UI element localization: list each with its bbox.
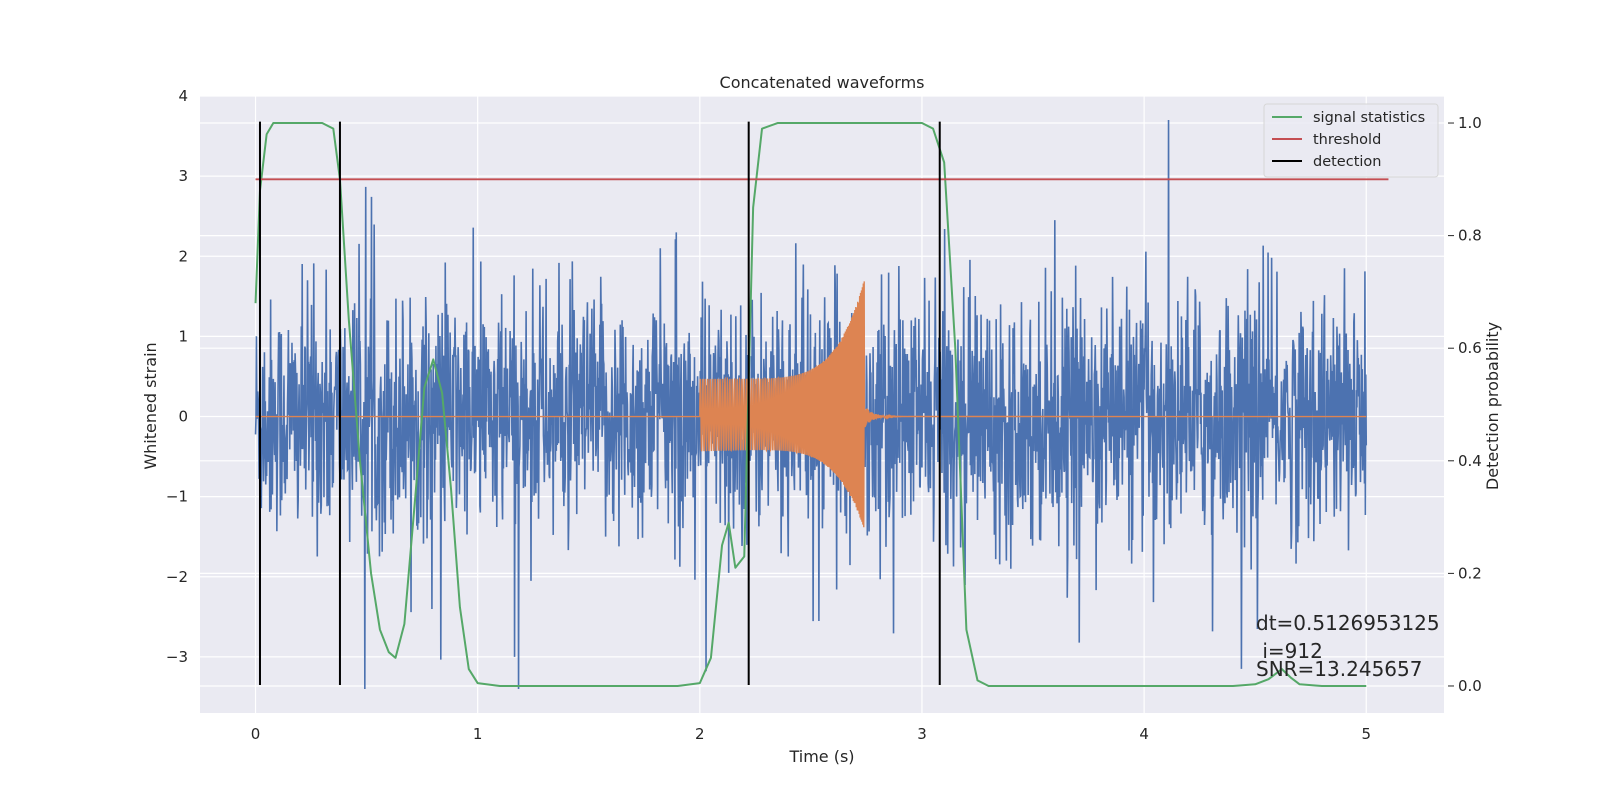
- y-tick-label: 1: [178, 327, 188, 345]
- y-tick-label: −2: [166, 568, 188, 586]
- y2-tick-label: 0.2: [1458, 564, 1482, 582]
- waveform-line: [255, 281, 1367, 528]
- y2-ticks: 0.0 0.2 0.4 0.6 0.8 1.0: [1448, 114, 1482, 695]
- waveform-series: [255, 281, 1367, 528]
- x-tick-label: 1: [473, 725, 483, 743]
- y-tick-label: 2: [178, 247, 188, 265]
- signal-statistics-line: [254, 122, 1367, 687]
- annotation-snr: SNR=13.245657: [1256, 657, 1422, 681]
- y-tick-label: 0: [178, 408, 188, 426]
- y-axis-label: Whitened strain: [141, 342, 160, 469]
- y-ticks: −3 −2 −1 0 1 2 3 4: [166, 87, 188, 666]
- y2-tick-label: 0.6: [1458, 339, 1482, 357]
- annotation-index: i=912: [1256, 639, 1323, 663]
- x-tick-label: 3: [917, 725, 927, 743]
- annotation: dt=0.5126953125 i=912 SNR=13.245657: [1256, 611, 1440, 681]
- x-tick-label: 4: [1139, 725, 1149, 743]
- legend: signal statistics threshold detection: [1263, 103, 1439, 178]
- strain-line: [254, 120, 1368, 689]
- detection-lines: [258, 121, 941, 685]
- legend-label-detection: detection: [1313, 154, 1381, 170]
- x-ticks: 0 1 2 3 4 5: [251, 725, 1371, 743]
- y-tick-label: −3: [166, 648, 188, 666]
- y2-tick-label: 0.4: [1458, 452, 1482, 470]
- legend-label-threshold: threshold: [1313, 132, 1381, 148]
- x-axis-label: Time (s): [788, 747, 854, 766]
- y2-tick-label: 0.0: [1458, 677, 1482, 695]
- y-tick-label: 3: [178, 167, 188, 185]
- signal-statistics-series: [254, 122, 1367, 687]
- x-tick-label: 2: [695, 725, 705, 743]
- chart-title: Concatenated waveforms: [720, 73, 925, 92]
- y-tick-label: 4: [178, 87, 188, 105]
- annotation-dt: dt=0.5126953125: [1256, 611, 1440, 635]
- y2-axis-label: Detection probability: [1483, 322, 1502, 490]
- legend-frame: [1263, 103, 1439, 178]
- y-tick-label: −1: [166, 488, 188, 506]
- y2-tick-label: 0.8: [1458, 227, 1482, 245]
- strain-series: [254, 120, 1368, 689]
- x-tick-label: 0: [251, 725, 261, 743]
- legend-label-signal-statistics: signal statistics: [1313, 110, 1425, 126]
- y2-tick-label: 1.0: [1458, 114, 1482, 132]
- x-tick-label: 5: [1361, 725, 1371, 743]
